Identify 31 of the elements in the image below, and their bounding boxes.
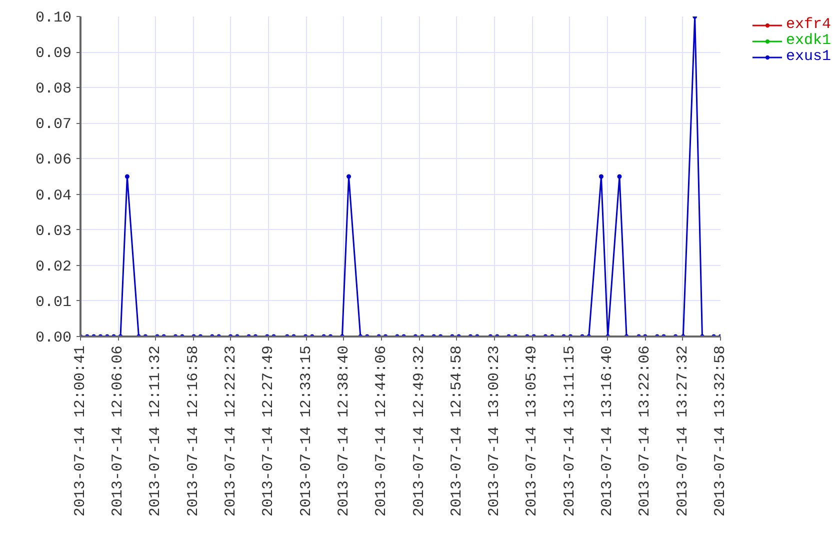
y-tick-label: 0.06 bbox=[35, 152, 72, 169]
x-tick-label: 2013-07-14 13:00:23 bbox=[486, 345, 504, 517]
y-tick-label: 0.03 bbox=[35, 222, 72, 240]
x-tick-label: 2013-07-14 12:06:06 bbox=[110, 345, 127, 517]
legend-label: exdk1 bbox=[786, 32, 832, 49]
y-tick-label: 0.01 bbox=[35, 294, 72, 311]
y-tick-label: 0.07 bbox=[35, 116, 72, 134]
legend-label: exus1 bbox=[786, 48, 832, 65]
y-tick-label: 0.08 bbox=[35, 80, 72, 98]
x-tick-label: 2013-07-14 13:27:32 bbox=[674, 345, 692, 517]
y-tick-label: 0.10 bbox=[35, 10, 72, 26]
x-tick-label: 2013-07-14 12:54:58 bbox=[448, 345, 466, 517]
x-tick-label: 2013-07-14 12:11:32 bbox=[147, 345, 164, 517]
x-tick-label: 2013-07-14 12:49:32 bbox=[410, 345, 428, 517]
x-tick-label: 2013-07-14 12:33:15 bbox=[298, 345, 315, 517]
y-tick-label: 0.00 bbox=[35, 330, 72, 346]
x-tick-label: 2013-07-14 13:32:58 bbox=[712, 345, 729, 517]
x-tick-label: 2013-07-14 13:22:06 bbox=[636, 345, 654, 517]
x-tick-label: 2013-07-14 13:05:49 bbox=[524, 345, 541, 517]
x-tick-label: 2013-07-14 12:16:58 bbox=[184, 345, 202, 517]
x-tick-label: 2013-07-14 12:27:49 bbox=[260, 345, 278, 517]
y-tick-label: 0.04 bbox=[35, 187, 72, 204]
x-tick-label: 2013-07-14 12:00:41 bbox=[72, 345, 89, 517]
y-tick-label: 0.09 bbox=[35, 45, 72, 62]
x-tick-label: 2013-07-14 12:22:23 bbox=[222, 345, 240, 517]
legend-label: exfr4 bbox=[786, 16, 832, 33]
x-tick-label: 2013-07-14 13:16:40 bbox=[598, 345, 616, 517]
x-tick-label: 2013-07-14 12:38:40 bbox=[335, 345, 352, 517]
x-tick-label: 2013-07-14 13:11:15 bbox=[561, 345, 578, 517]
x-tick-label: 2013-07-14 12:44:06 bbox=[373, 345, 390, 517]
y-tick-label: 0.02 bbox=[35, 258, 72, 276]
